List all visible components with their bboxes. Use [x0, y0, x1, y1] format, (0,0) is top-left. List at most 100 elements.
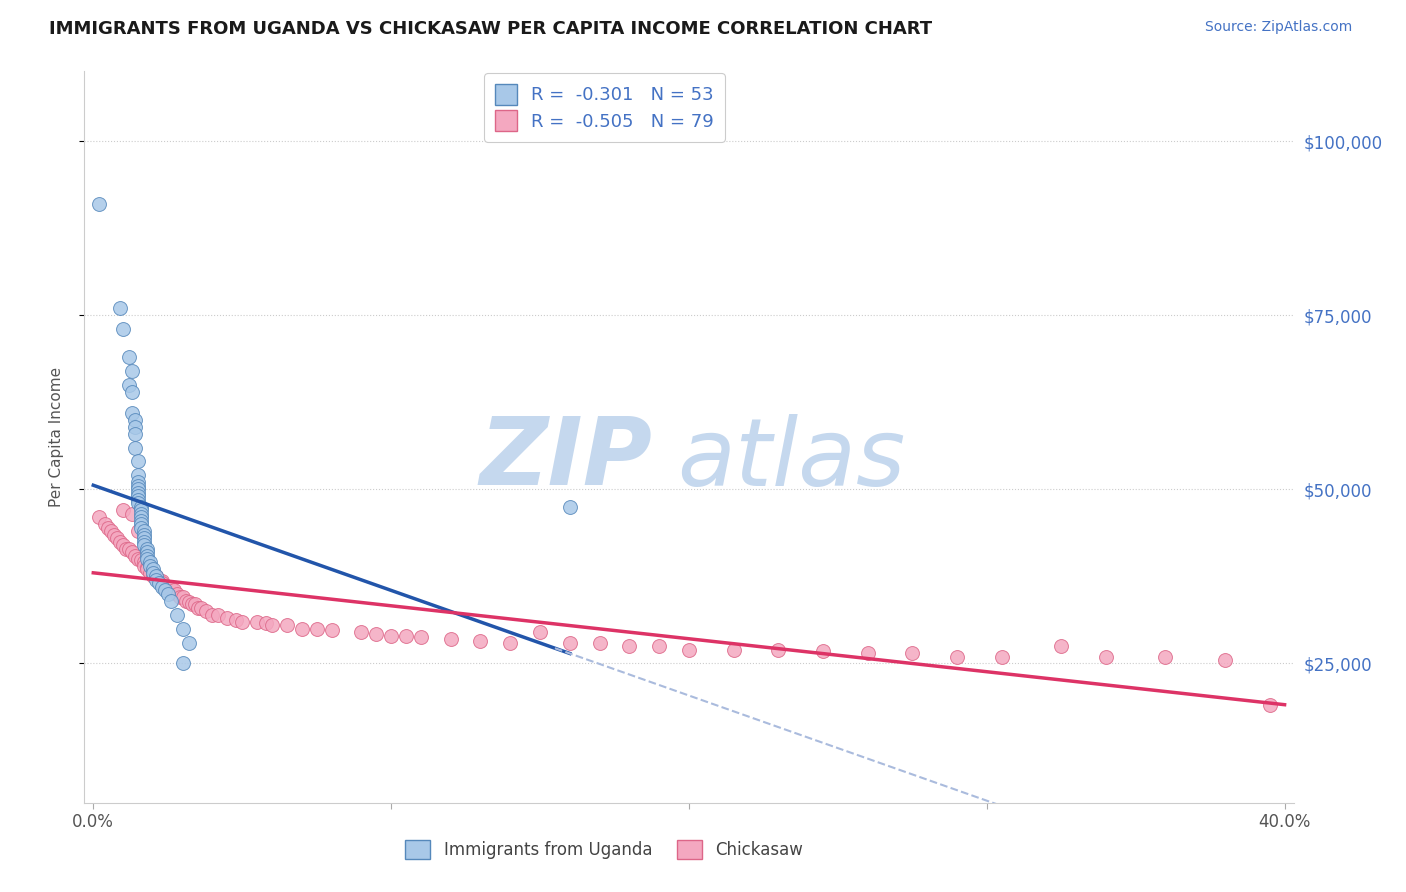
- Point: [380, 629, 402, 643]
- Point: [558, 635, 581, 649]
- Point: [153, 580, 176, 594]
- Point: [169, 591, 191, 605]
- Point: [145, 569, 167, 583]
- Point: [195, 604, 218, 618]
- Point: [135, 560, 157, 574]
- Point: [619, 639, 641, 653]
- Point: [89, 196, 111, 211]
- Point: [648, 639, 671, 653]
- Point: [135, 552, 157, 566]
- Point: [166, 607, 188, 622]
- Point: [118, 377, 141, 392]
- Point: [366, 627, 388, 641]
- Text: atlas: atlas: [676, 414, 905, 505]
- Point: [139, 566, 162, 580]
- Point: [103, 527, 125, 541]
- Point: [529, 625, 551, 640]
- Point: [172, 657, 194, 671]
- Point: [124, 441, 146, 455]
- Point: [142, 562, 165, 576]
- Point: [150, 576, 173, 591]
- Point: [990, 649, 1012, 664]
- Point: [1050, 639, 1073, 653]
- Text: Source: ZipAtlas.com: Source: ZipAtlas.com: [1205, 20, 1353, 34]
- Point: [112, 538, 135, 552]
- Point: [121, 406, 143, 420]
- Point: [207, 607, 229, 622]
- Point: [148, 573, 170, 587]
- Point: [163, 583, 186, 598]
- Point: [150, 574, 173, 589]
- Point: [254, 616, 277, 631]
- Point: [183, 597, 205, 611]
- Point: [129, 507, 152, 521]
- Point: [190, 600, 212, 615]
- Point: [470, 634, 492, 648]
- Point: [129, 514, 152, 528]
- Point: [121, 384, 143, 399]
- Point: [132, 531, 155, 545]
- Point: [166, 587, 188, 601]
- Point: [177, 595, 200, 609]
- Point: [201, 607, 224, 622]
- Point: [172, 591, 194, 605]
- Point: [132, 558, 155, 573]
- Point: [153, 583, 176, 598]
- Point: [115, 541, 138, 556]
- Point: [186, 600, 208, 615]
- Point: [946, 649, 969, 664]
- Point: [121, 507, 143, 521]
- Point: [395, 629, 418, 643]
- Point: [1154, 649, 1177, 664]
- Point: [142, 566, 165, 580]
- Point: [132, 556, 155, 570]
- Point: [217, 611, 239, 625]
- Point: [127, 496, 149, 510]
- Point: [132, 527, 155, 541]
- Point: [768, 642, 790, 657]
- Point: [100, 524, 122, 538]
- Text: ZIP: ZIP: [479, 413, 652, 505]
- Y-axis label: Per Capita Income: Per Capita Income: [49, 367, 63, 508]
- Point: [440, 632, 463, 646]
- Point: [156, 580, 179, 594]
- Point: [121, 364, 143, 378]
- Point: [499, 635, 522, 649]
- Point: [588, 635, 610, 649]
- Point: [129, 553, 152, 567]
- Point: [1095, 649, 1118, 664]
- Point: [1213, 653, 1236, 667]
- Point: [811, 644, 834, 658]
- Point: [132, 534, 155, 549]
- Point: [108, 301, 131, 316]
- Point: [112, 503, 135, 517]
- Point: [150, 580, 173, 594]
- Point: [129, 503, 152, 517]
- Point: [118, 541, 141, 556]
- Point: [132, 538, 155, 552]
- Point: [174, 594, 197, 608]
- Point: [678, 642, 700, 657]
- Point: [94, 517, 117, 532]
- Point: [145, 573, 167, 587]
- Point: [129, 500, 152, 514]
- Point: [124, 549, 146, 563]
- Point: [901, 646, 924, 660]
- Point: [129, 521, 152, 535]
- Point: [172, 622, 194, 636]
- Point: [127, 524, 149, 538]
- Point: [260, 618, 283, 632]
- Point: [89, 510, 111, 524]
- Point: [129, 510, 152, 524]
- Point: [276, 618, 298, 632]
- Point: [118, 350, 141, 364]
- Point: [180, 597, 202, 611]
- Point: [145, 569, 167, 583]
- Point: [127, 552, 149, 566]
- Point: [558, 500, 581, 514]
- Point: [246, 615, 269, 629]
- Point: [112, 322, 135, 336]
- Point: [124, 419, 146, 434]
- Point: [127, 489, 149, 503]
- Point: [121, 545, 143, 559]
